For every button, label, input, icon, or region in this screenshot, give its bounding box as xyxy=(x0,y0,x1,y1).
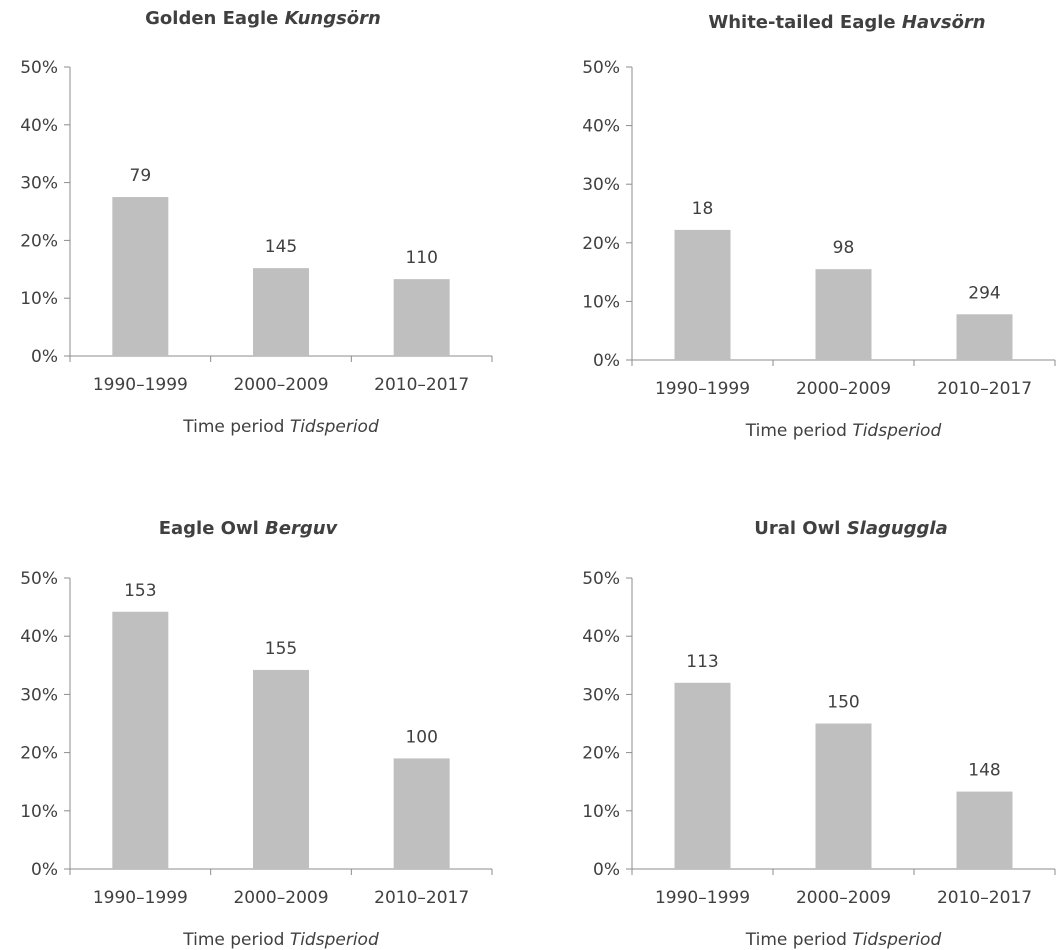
data-label: 113 xyxy=(686,652,718,672)
data-label: 294 xyxy=(968,283,1000,303)
data-label: 150 xyxy=(827,693,859,713)
y-tick-label: 0% xyxy=(593,351,620,371)
data-label: 98 xyxy=(833,238,855,258)
y-tick-label: 0% xyxy=(31,860,58,880)
bar xyxy=(815,269,872,360)
bar xyxy=(674,682,731,869)
chart-title-italic: Slaguggla xyxy=(847,518,948,539)
x-tick-label: 2000–2009 xyxy=(233,888,328,908)
x-tick-label: 1990–1999 xyxy=(93,375,188,395)
chart-title: White-tailed Eagle Havsörn xyxy=(708,12,985,33)
x-axis-label-main: Time period xyxy=(182,930,290,950)
data-label: 100 xyxy=(405,727,437,747)
x-axis-label-italic: Tidsperiod xyxy=(852,930,941,950)
y-tick-label: 40% xyxy=(582,117,620,137)
chart-title-main: Golden Eagle xyxy=(145,8,284,29)
chart-title: Golden Eagle Kungsörn xyxy=(145,8,381,29)
bar xyxy=(815,723,872,869)
y-tick-label: 10% xyxy=(20,289,58,309)
x-tick-label: 2010–2017 xyxy=(937,379,1032,399)
data-label: 153 xyxy=(124,581,156,601)
x-tick-label: 1990–1999 xyxy=(93,888,188,908)
y-tick-label: 30% xyxy=(20,685,58,705)
chart-title-italic: Havsörn xyxy=(902,12,986,33)
x-tick-label: 2010–2017 xyxy=(374,888,469,908)
chart-panel-1: Golden Eagle Kungsörn 0% 10% 20% 30% 40% 50% 79… xyxy=(20,8,493,437)
chart-title-main: White-tailed Eagle xyxy=(708,12,902,33)
y-tick-label: 30% xyxy=(582,175,620,195)
x-axis-label-main: Time period xyxy=(745,421,853,441)
x-tick-label: 2010–2017 xyxy=(374,375,469,395)
chart-title-main: Ural Owl xyxy=(754,518,846,539)
bar xyxy=(393,758,450,869)
y-tick-label: 20% xyxy=(582,744,620,764)
chart-title-main: Eagle Owl xyxy=(159,518,265,539)
y-tick-label: 20% xyxy=(20,231,58,251)
x-tick-label: 2010–2017 xyxy=(937,888,1032,908)
y-tick-label: 20% xyxy=(20,744,58,764)
x-axis-label: Time period Tidsperiod xyxy=(182,930,379,950)
bar xyxy=(393,279,450,356)
bar xyxy=(253,669,309,869)
bar xyxy=(112,197,169,356)
x-axis-label: Time period Tidsperiod xyxy=(745,930,942,950)
x-tick-label: 2000–2009 xyxy=(796,379,891,399)
y-tick-label: 30% xyxy=(582,685,620,705)
data-label: 145 xyxy=(265,237,297,257)
y-tick-label: 40% xyxy=(582,627,620,647)
x-axis-label-italic: Tidsperiod xyxy=(290,417,379,437)
chart-title: Ural Owl Slaguggla xyxy=(754,518,948,539)
chart-title-italic: Berguv xyxy=(265,518,339,539)
chart-panel-3: Eagle Owl Berguv 0% 10% 20% 30% 40% 50% 153 1990… xyxy=(20,518,493,950)
bar xyxy=(253,268,309,356)
x-tick-label: 2000–2009 xyxy=(233,375,328,395)
bar xyxy=(674,229,731,360)
data-label: 110 xyxy=(405,248,437,268)
y-tick-label: 10% xyxy=(582,802,620,822)
x-axis-label-italic: Tidsperiod xyxy=(852,421,941,441)
x-axis-label-main: Time period xyxy=(182,417,290,437)
x-axis-label: Time period Tidsperiod xyxy=(745,421,942,441)
x-tick-label: 2000–2009 xyxy=(796,888,891,908)
y-tick-label: 0% xyxy=(593,860,620,880)
y-tick-label: 0% xyxy=(31,347,58,367)
y-tick-label: 50% xyxy=(582,58,620,78)
x-axis-label-italic: Tidsperiod xyxy=(290,930,379,950)
data-label: 18 xyxy=(692,199,714,219)
chart-panel-4: Ural Owl Slaguggla 0% 10% 20% 30% 40% 50% 113 19… xyxy=(582,518,1056,950)
x-axis-label-main: Time period xyxy=(745,930,853,950)
bar xyxy=(956,791,1013,869)
data-label: 148 xyxy=(968,761,1000,781)
y-tick-label: 20% xyxy=(582,234,620,254)
y-tick-label: 10% xyxy=(582,292,620,312)
x-tick-label: 1990–1999 xyxy=(655,379,750,399)
y-tick-label: 30% xyxy=(20,174,58,194)
y-tick-label: 50% xyxy=(582,569,620,589)
y-tick-label: 50% xyxy=(20,58,58,78)
y-tick-label: 50% xyxy=(20,569,58,589)
x-axis-label: Time period Tidsperiod xyxy=(182,417,379,437)
x-tick-label: 1990–1999 xyxy=(655,888,750,908)
y-tick-label: 40% xyxy=(20,627,58,647)
chart-title: Eagle Owl Berguv xyxy=(159,518,339,539)
y-tick-label: 10% xyxy=(20,802,58,822)
bar xyxy=(956,314,1013,360)
data-label: 155 xyxy=(265,639,297,659)
data-label: 79 xyxy=(130,166,152,186)
bar xyxy=(112,611,169,869)
y-tick-label: 40% xyxy=(20,116,58,136)
chart-title-italic: Kungsörn xyxy=(285,8,381,29)
chart-panel-2: White-tailed Eagle Havsörn 0% 10% 20% 30% 40%… xyxy=(582,12,1056,441)
